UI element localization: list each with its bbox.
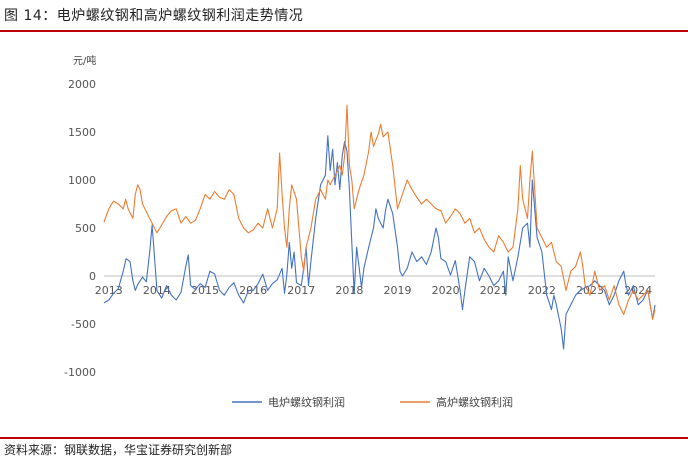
x-tick-label: 2017 [287, 284, 315, 297]
x-tick-label: 2015 [191, 284, 219, 297]
legend: 电炉螺纹钢利润 高炉螺纹钢利润 [232, 395, 513, 409]
legend-label: 电炉螺纹钢利润 [268, 395, 345, 409]
figure-title: 图 14：电炉螺纹钢和高炉螺纹钢利润走势情况 [4, 8, 304, 24]
y-tick-label: 1000 [68, 174, 96, 187]
x-tick-label: 2022 [528, 284, 556, 297]
source-note: 资料来源：钢联数据，华宝证券研究创新部 [4, 442, 233, 457]
y-axis-label: 元/吨 [73, 54, 96, 67]
figure-title-bar: 图 14：电炉螺纹钢和高炉螺纹钢利润走势情况 [0, 0, 688, 32]
series-lines [103, 104, 656, 350]
x-tick-label: 2013 [95, 284, 123, 297]
series-line [103, 135, 656, 350]
source-bar: 资料来源：钢联数据，华宝证券研究创新部 [0, 437, 688, 459]
y-tick-label: -500 [71, 318, 96, 331]
series-line [103, 104, 656, 320]
y-tick-label: -1000 [64, 366, 96, 379]
x-tick-label: 2023 [576, 284, 604, 297]
legend-label: 高炉螺纹钢利润 [436, 395, 513, 409]
x-tick-label: 2021 [480, 284, 508, 297]
y-tick-label: 2000 [68, 78, 96, 91]
y-tick-label: 0 [89, 270, 96, 283]
chart-area: 元/吨 -1000 -500 0 500 1000 1500 2000 2013 2014 20… [0, 32, 688, 436]
x-axis-ticks: 2013 2014 2015 2016 2017 2018 2019 2020 2021 2022… [95, 284, 652, 297]
x-tick-label: 2019 [384, 284, 412, 297]
y-axis-ticks: -1000 -500 0 500 1000 1500 2000 [64, 78, 96, 379]
y-tick-label: 500 [75, 222, 96, 235]
x-tick-label: 2020 [432, 284, 460, 297]
y-tick-label: 1500 [68, 126, 96, 139]
x-tick-label: 2018 [335, 284, 363, 297]
